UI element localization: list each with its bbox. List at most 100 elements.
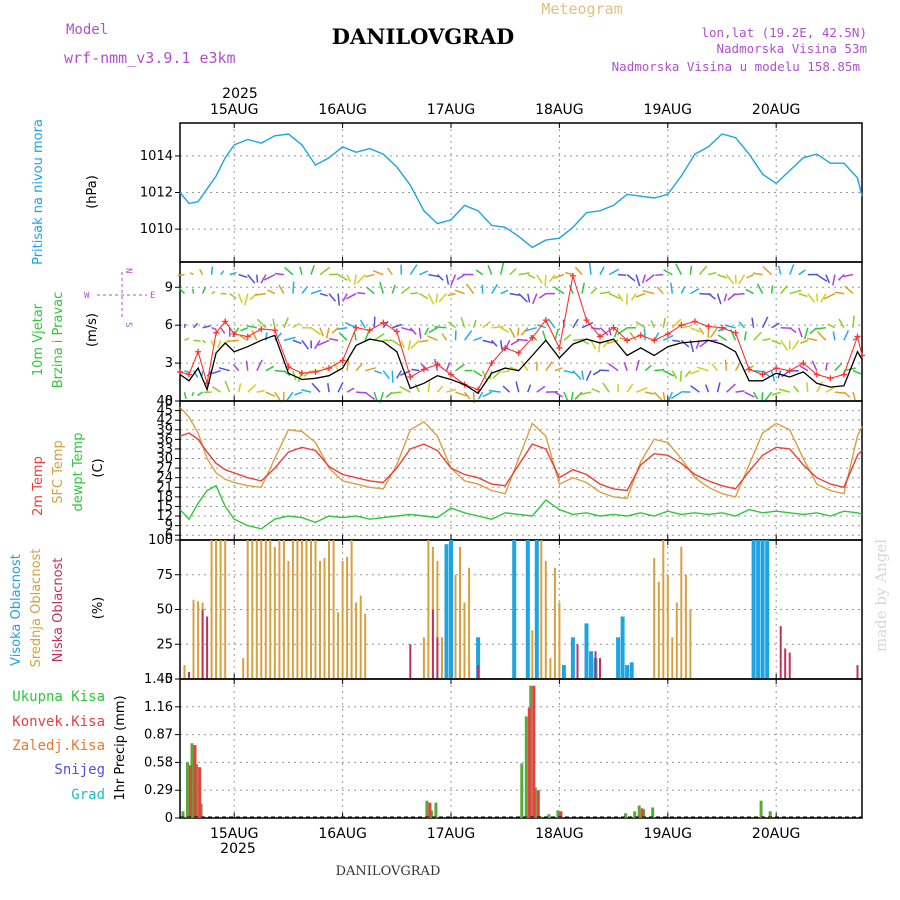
wind-arrow — [565, 271, 574, 276]
wind-arrow — [509, 327, 516, 338]
wind-arrow — [260, 274, 267, 284]
wind-arrow — [285, 391, 294, 402]
wind-arrow — [509, 292, 520, 297]
wind-arrow — [460, 316, 466, 328]
wind-arrow — [599, 369, 610, 372]
wind-arrow — [545, 361, 553, 372]
precip-total-bar — [425, 800, 429, 818]
gust-marker — [651, 337, 658, 344]
wind-arrow — [698, 265, 708, 276]
low-cloud-bar — [576, 644, 579, 680]
wind-arrow — [445, 274, 450, 285]
mid-cloud-bar — [531, 630, 534, 679]
wind-arrow — [342, 293, 348, 302]
y-tick-label: 30 — [156, 452, 173, 467]
wind-arrow — [254, 292, 266, 296]
wind-arrow — [445, 362, 451, 371]
wind-arrow — [798, 269, 806, 276]
wind-arrow — [211, 327, 217, 331]
wind-arrow — [487, 265, 493, 275]
wind-arrow — [761, 316, 769, 329]
mid-cloud-bar — [346, 556, 349, 679]
panel-0: 1010 1012 1014 — [140, 122, 863, 263]
wind-arrow — [256, 318, 267, 329]
top-day-labels: 15AUG 16AUG 17AUG 18AUG 19AUG 20AUG — [210, 102, 800, 118]
wind-arrow — [708, 271, 717, 276]
high-cloud-bar — [765, 540, 770, 679]
wind-arrow — [709, 327, 719, 338]
wind-arrow — [401, 326, 414, 332]
gust-marker — [637, 332, 644, 339]
wind-arrow — [843, 391, 851, 398]
wind-arrow — [655, 273, 664, 277]
compass-s: S — [123, 322, 133, 327]
wind-arrow — [680, 339, 690, 348]
wind-arrow — [419, 339, 429, 343]
mid-cloud-bar — [680, 547, 683, 679]
mid-cloud-bar — [662, 540, 665, 679]
wind-arrow — [177, 273, 185, 277]
wind-arrow — [662, 392, 666, 401]
high-cloud-bar — [512, 540, 517, 679]
wind-arrow — [777, 265, 782, 275]
wind-arrow — [210, 340, 215, 347]
gust-marker — [678, 322, 685, 329]
wind-arrow — [344, 321, 357, 329]
wind-arrow — [572, 318, 579, 329]
wind-arrow — [220, 327, 226, 334]
wind-arrow — [211, 385, 222, 393]
wind-arrow — [499, 262, 505, 275]
wind-arrow — [538, 292, 547, 299]
wind-arrow — [391, 391, 402, 394]
bottom-year-label: 2025 — [220, 841, 256, 857]
y-tick-label: 21 — [156, 480, 173, 495]
y-tick-label: 75 — [156, 568, 173, 583]
mid-cloud-bar — [468, 567, 471, 679]
wind-arrow — [834, 362, 843, 372]
precip-total-bar — [651, 807, 655, 818]
mid-cloud-bar — [675, 602, 678, 679]
wind-arrow — [844, 285, 854, 295]
wind-arrow — [420, 363, 429, 372]
mid-cloud-bar — [242, 658, 245, 679]
wind-arrow — [491, 339, 498, 347]
wind-arrow — [626, 383, 634, 393]
y-tick-label: 0.29 — [144, 783, 173, 798]
wind-arrow — [373, 316, 376, 328]
wind-arrow — [492, 370, 502, 380]
wind-arrow — [613, 327, 619, 338]
gust-marker — [339, 357, 346, 364]
mid-cloud-bar — [427, 540, 430, 679]
lonlat-label: lon,lat (19.2E, 42.5N) — [701, 25, 867, 40]
wind-arrow — [837, 274, 845, 281]
high-cloud-bar — [444, 544, 449, 679]
wind-arrow — [778, 388, 790, 393]
wind-arrow — [364, 367, 376, 372]
gust-marker — [213, 329, 220, 336]
wind-arrow — [414, 383, 421, 393]
mid-cloud-bar — [278, 540, 281, 679]
wind-arrow — [791, 339, 800, 350]
wind-arrow — [780, 339, 789, 351]
wind-arrow — [238, 293, 243, 304]
low-cloud-bar — [779, 626, 782, 679]
wind-arrow — [806, 337, 817, 342]
precip-conv-label: Konvek.Kisa — [12, 714, 105, 730]
wind-arrow — [707, 292, 716, 300]
wind-arrow — [843, 273, 854, 278]
wind-arrow — [407, 340, 412, 351]
mid-cloud-bar — [300, 540, 303, 679]
gust-marker — [746, 366, 753, 373]
wind-arrow — [424, 327, 430, 336]
wind-arrow — [635, 321, 646, 329]
wind-arrow — [852, 315, 855, 328]
footer-station: DANILOVGRAD — [336, 864, 441, 879]
wind-arrow — [704, 384, 710, 393]
mid-cloud-bar — [540, 540, 543, 679]
wind-arrow — [265, 365, 275, 372]
wind-arrow — [364, 391, 376, 401]
station-title: DANILOVGRAD — [332, 24, 514, 49]
wind-arrow — [473, 370, 483, 377]
gust-marker — [529, 334, 536, 341]
